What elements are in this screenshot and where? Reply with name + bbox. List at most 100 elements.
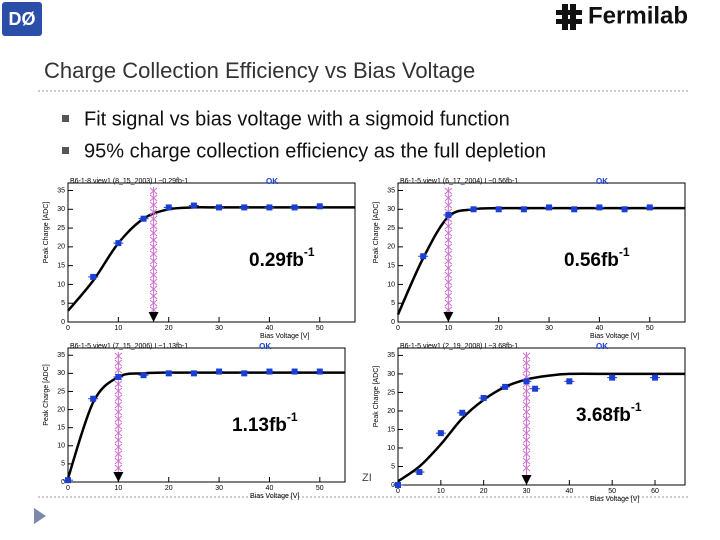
marker-cross <box>114 457 123 465</box>
x-tick-label: 50 <box>316 485 324 492</box>
data-point <box>165 370 172 377</box>
marker-arrow <box>113 472 124 482</box>
x-tick-label: 30 <box>545 325 553 332</box>
marker-arrow <box>148 312 159 322</box>
luminosity-value: 0.56fb <box>564 250 619 271</box>
marker-cross <box>149 264 158 272</box>
marker-cross <box>149 222 158 230</box>
x-tick-label: 10 <box>437 488 445 495</box>
data-point <box>266 204 273 211</box>
luminosity-value: 3.68fb <box>576 405 631 426</box>
marker-cross <box>522 443 531 451</box>
x-tick-label: 20 <box>165 325 173 332</box>
y-tick-label: 15 <box>387 426 395 433</box>
y-axis-label: Peak Charge [ADC] <box>373 366 380 428</box>
marker-cross <box>149 194 158 202</box>
data-point <box>90 395 97 402</box>
x-tick-label: 10 <box>114 325 122 332</box>
marker-cross <box>444 250 453 258</box>
y-tick-label: 15 <box>387 262 395 269</box>
marker-cross <box>114 429 123 437</box>
data-point <box>420 253 427 260</box>
data-point <box>90 273 97 280</box>
y-tick-label: 10 <box>387 445 395 452</box>
marker-cross <box>114 422 123 430</box>
luminosity-label: 1.13fb-1 <box>232 410 298 436</box>
plot-status: OK <box>266 177 278 186</box>
y-tick-label: 10 <box>57 443 65 450</box>
x-tick-label: 20 <box>495 325 503 332</box>
y-tick-label: 35 <box>57 352 65 359</box>
marker-cross <box>114 415 123 423</box>
y-tick-label: 20 <box>387 408 395 415</box>
bullet-text: Fit signal vs bias voltage with a sigmoi… <box>84 108 510 130</box>
x-tick-label: 0 <box>396 488 400 495</box>
plot-title: B6-1-5 view1 (6_17_2004) L~0.56fb-1 <box>400 178 518 185</box>
marker-cross <box>149 278 158 286</box>
x-axis-label: Bias Voltage [V] <box>250 493 299 500</box>
data-point <box>216 204 223 211</box>
marker-cross <box>444 229 453 237</box>
y-axis-label: Peak Charge [ADC] <box>373 202 380 264</box>
marker-cross <box>149 299 158 307</box>
data-point <box>65 477 71 484</box>
marker-cross <box>114 394 123 402</box>
x-tick-label: 60 <box>651 488 659 495</box>
y-tick-label: 0 <box>391 319 395 326</box>
x-tick-label: 30 <box>215 325 223 332</box>
data-point <box>480 394 487 401</box>
depletion-marker <box>148 187 159 322</box>
y-axis-label: Peak Charge [ADC] <box>43 202 50 264</box>
data-point <box>115 373 122 380</box>
marker-cross <box>114 401 123 409</box>
marker-cross <box>522 464 531 472</box>
x-axis-label: Bias Voltage [V] <box>590 333 639 340</box>
marker-cross <box>522 436 531 444</box>
y-tick-label: 5 <box>391 300 395 307</box>
marker-cross <box>522 394 531 402</box>
d0-logo-text: DØ <box>9 9 36 29</box>
luminosity-value: 0.29fb <box>249 250 304 271</box>
marker-cross <box>149 187 158 195</box>
footer-text: ZI <box>362 472 372 484</box>
x-tick-label: 0 <box>396 325 400 332</box>
marker-cross <box>522 408 531 416</box>
data-point <box>596 204 603 211</box>
marker-cross <box>114 464 123 472</box>
marker-cross <box>444 278 453 286</box>
data-point <box>241 204 248 211</box>
data-point <box>190 370 197 377</box>
plot-title: B6-1-8 view1 (8_15_2003) L~0.29fb-1 <box>70 178 188 185</box>
marker-cross <box>114 380 123 388</box>
luminosity-label: 0.56fb-1 <box>564 245 630 271</box>
plot-title: B6-1-5 view1 (7_15_2006) L~1.13fb-1 <box>70 343 188 350</box>
y-tick-label: 10 <box>57 281 65 288</box>
x-tick-label: 0 <box>66 485 70 492</box>
x-tick-label: 30 <box>523 488 531 495</box>
y-tick-label: 0 <box>61 479 65 486</box>
y-tick-label: 25 <box>57 225 65 232</box>
data-point <box>316 368 323 375</box>
y-tick-label: 30 <box>57 206 65 213</box>
data-point <box>609 374 616 381</box>
x-tick-label: 50 <box>316 325 324 332</box>
x-tick-label: 10 <box>444 325 452 332</box>
y-tick-label: 30 <box>57 370 65 377</box>
marker-cross <box>522 359 531 367</box>
data-point <box>291 204 298 211</box>
bullet <box>62 147 69 154</box>
data-point <box>470 206 477 213</box>
marker-cross <box>114 359 123 367</box>
d0-logo <box>2 2 42 36</box>
x-tick-label: 40 <box>266 325 274 332</box>
x-tick-label: 50 <box>646 325 654 332</box>
marker-cross <box>149 243 158 251</box>
plot-status: OK <box>596 177 608 186</box>
data-point <box>140 372 147 379</box>
y-tick-label: 5 <box>391 463 395 470</box>
marker-cross <box>149 285 158 293</box>
plot-status: OK <box>596 342 608 351</box>
data-point <box>437 430 444 437</box>
marker-cross <box>522 366 531 374</box>
data-point <box>190 202 197 209</box>
